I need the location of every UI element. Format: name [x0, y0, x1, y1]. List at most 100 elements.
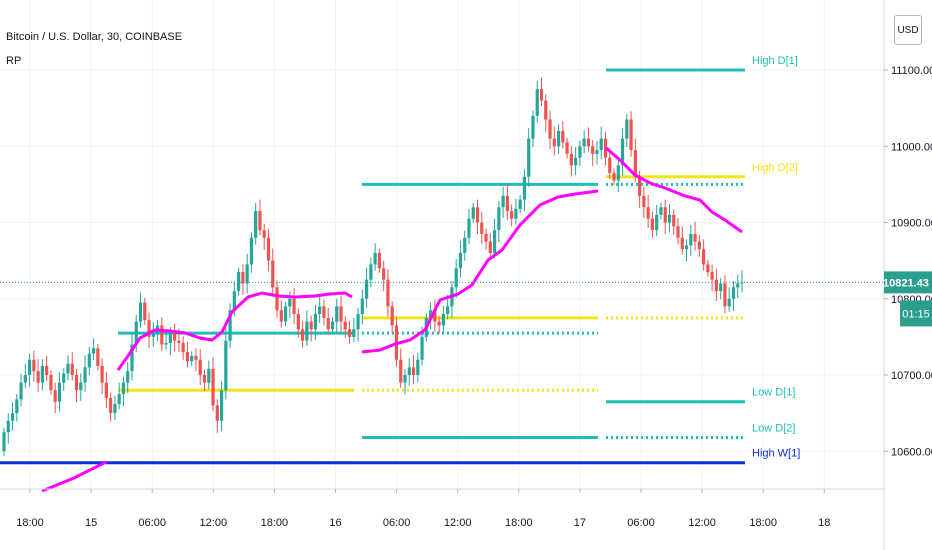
y-tick-label: 10900.00: [891, 218, 932, 230]
candle-body: [173, 333, 177, 341]
candle-body: [339, 306, 343, 322]
y-tick-label: 11000.00: [891, 141, 932, 153]
candle-body: [535, 89, 539, 116]
candle-body: [224, 340, 228, 391]
candle-body: [185, 352, 190, 362]
candle-body: [680, 237, 684, 250]
candle-body: [497, 207, 501, 231]
candle-body: [510, 211, 514, 219]
currency-button[interactable]: USD: [894, 15, 922, 45]
candle-body: [620, 138, 625, 166]
candle-body: [117, 394, 121, 404]
candle-body: [62, 373, 66, 383]
candle-body: [650, 218, 655, 231]
last-price-label: 10821.43: [883, 277, 929, 289]
candle-body: [228, 310, 232, 341]
candle-body: [599, 138, 603, 151]
candle-body: [420, 336, 424, 360]
indicator-legend[interactable]: RP: [6, 55, 22, 67]
candle-body: [292, 298, 296, 314]
candle-body: [441, 314, 445, 326]
candle-body: [667, 214, 672, 223]
level-label: High D[1]: [752, 55, 798, 67]
candle-body: [318, 306, 322, 314]
y-tick-label: 10600.00: [891, 446, 932, 458]
candle-body: [215, 405, 219, 421]
x-tick-label: 18:00: [16, 517, 44, 529]
candle-body: [684, 245, 689, 250]
candle-body: [697, 241, 701, 250]
candle-body: [138, 302, 143, 322]
rp-line-segment: [605, 146, 743, 234]
candle-body: [416, 359, 420, 375]
candle-body: [32, 359, 36, 372]
candle-body: [612, 172, 616, 181]
level-label: Low D[2]: [752, 423, 795, 435]
candle-body: [232, 291, 236, 311]
candle-body: [633, 150, 637, 177]
time-axis[interactable]: 18:00 15 06:00 12:00 18:00 16 06:00 12:00 18:00 1…: [16, 489, 830, 529]
candle-body: [458, 253, 463, 269]
candle-body: [168, 333, 172, 343]
rp-line-segment: [116, 291, 353, 371]
candle-body: [79, 382, 83, 391]
candle-body: [655, 214, 659, 231]
y-tick-label: 11100.00: [891, 65, 932, 77]
candle-body: [151, 333, 155, 337]
candle-body: [608, 157, 612, 173]
countdown-label: 01:15: [902, 308, 930, 320]
candle-body: [164, 342, 168, 345]
candle-body: [591, 146, 595, 154]
candle-body: [70, 363, 74, 375]
candle-body: [258, 211, 262, 231]
candle-body: [531, 115, 535, 139]
candle-body: [40, 365, 44, 383]
candle-body: [113, 403, 117, 414]
x-tick-label: 06:00: [627, 517, 655, 529]
x-tick-label: 06:00: [138, 517, 166, 529]
candle-body: [343, 321, 347, 330]
candle-body: [87, 353, 91, 368]
candle-body: [646, 207, 650, 219]
candle-body: [373, 253, 377, 265]
x-tick-label: 12:00: [444, 517, 472, 529]
symbol-legend[interactable]: Bitcoin / U.S. Dollar, 30, COINBASE: [6, 31, 183, 43]
candle-body: [207, 368, 211, 383]
candle-body: [586, 138, 591, 147]
candle-body: [411, 367, 416, 375]
candle-body: [74, 375, 79, 391]
candle-body: [561, 131, 565, 143]
x-tick-label: 15: [85, 517, 97, 529]
candle-body: [202, 375, 207, 383]
level-label: High W[1]: [752, 448, 800, 460]
candle-body: [66, 363, 70, 374]
candle-body: [27, 359, 32, 375]
candle-body: [565, 142, 569, 154]
candle-body: [19, 382, 23, 400]
candle-body: [475, 207, 480, 223]
candle-body: [211, 368, 215, 406]
axes: [0, 0, 885, 550]
candle-body: [266, 237, 271, 261]
candle-body: [254, 211, 258, 238]
candle-body: [676, 226, 680, 238]
candle-body: [6, 420, 10, 433]
candle-body: [36, 371, 40, 383]
candle-body: [518, 199, 522, 209]
candle-body: [446, 306, 450, 314]
candle-body: [352, 329, 356, 337]
candle-body: [296, 314, 300, 330]
candle-body: [365, 279, 369, 299]
x-tick-label: 12:00: [200, 517, 228, 529]
candle-body: [100, 365, 104, 383]
candle-body: [181, 342, 185, 353]
candle-body: [505, 195, 509, 212]
price-axis[interactable]: 10600.0010700.0010800.0010900.0011000.00…: [884, 65, 932, 458]
candle-body: [663, 207, 667, 223]
candle-body: [471, 207, 475, 219]
level-label: High D[2]: [752, 162, 798, 174]
candle-body: [313, 314, 318, 330]
candle-body: [377, 253, 381, 269]
candle-body: [437, 321, 441, 326]
